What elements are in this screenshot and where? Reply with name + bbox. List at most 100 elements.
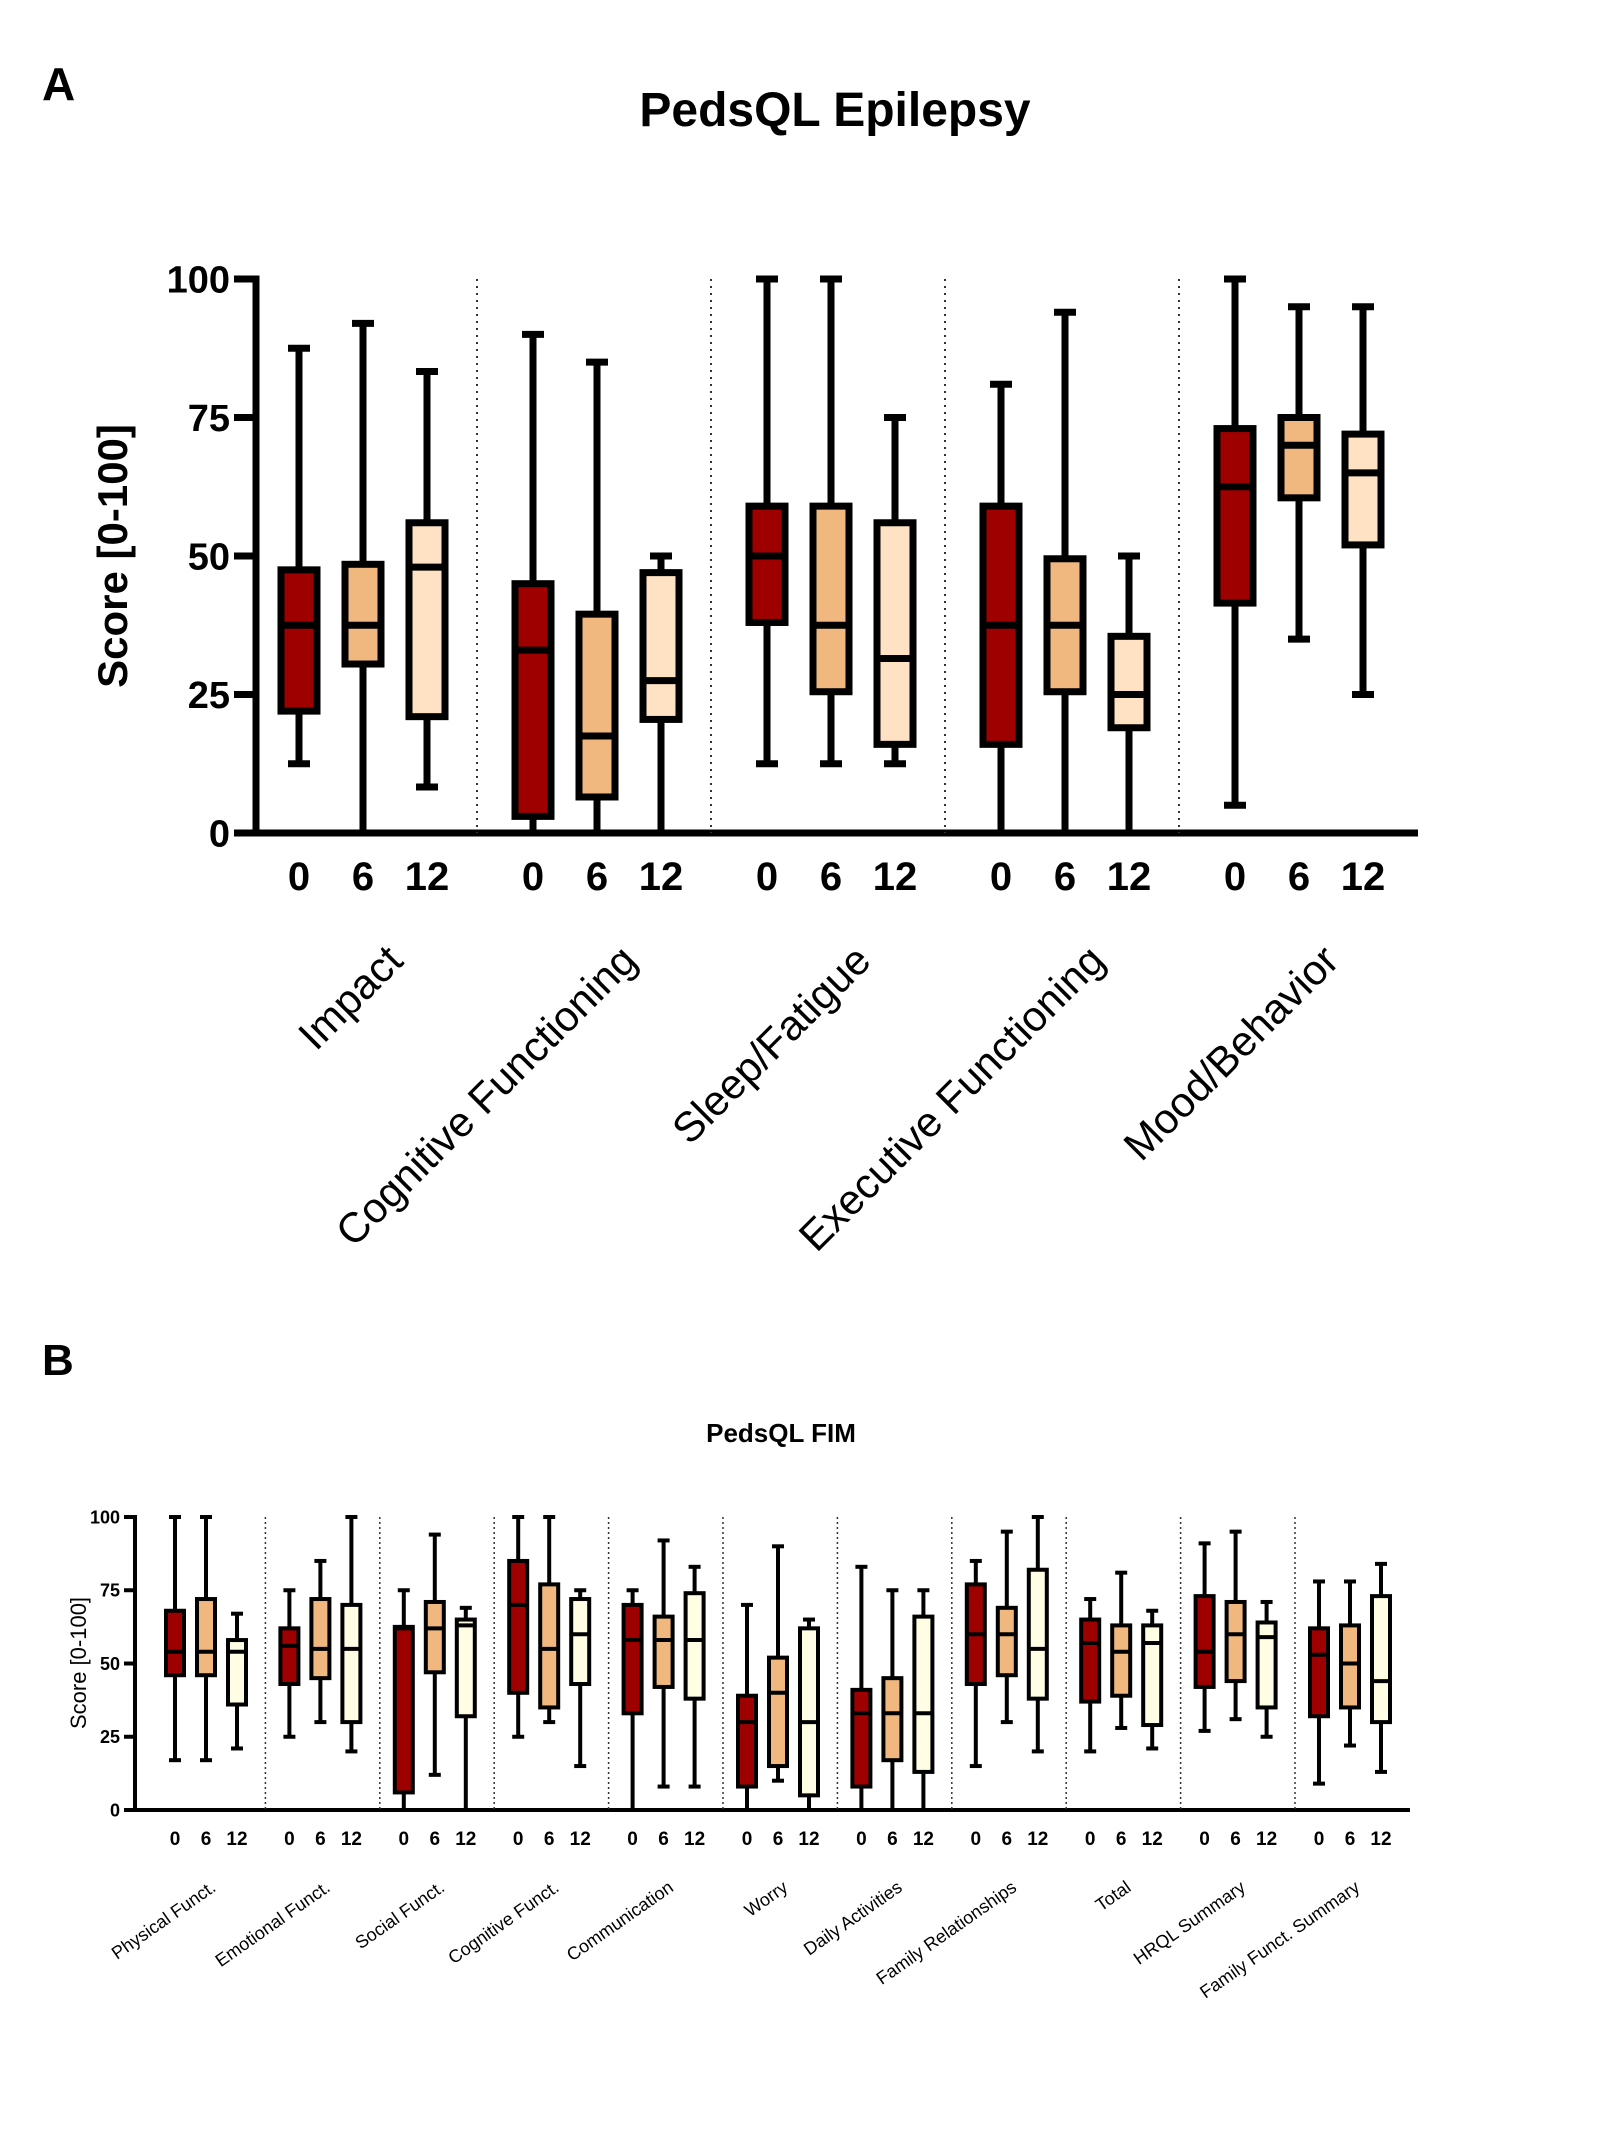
box-iqr xyxy=(511,580,555,820)
box-iqr xyxy=(1110,1623,1133,1698)
box-plot xyxy=(392,1588,415,1812)
box-plot xyxy=(1370,1561,1392,1774)
timepoint-label: 12 xyxy=(405,855,450,899)
timepoint-label: 12 xyxy=(684,1829,705,1850)
box-iqr xyxy=(1141,1623,1164,1728)
timepoint-label: 12 xyxy=(913,1829,934,1850)
y-tick-label: 50 xyxy=(100,1654,120,1674)
category-label: Physical Funct. xyxy=(108,1877,219,1963)
box-iqr xyxy=(639,569,683,723)
timepoint-label: 6 xyxy=(773,1829,784,1850)
timepoint-label: 6 xyxy=(315,1829,326,1850)
timepoint-label: 0 xyxy=(856,1829,867,1850)
y-tick-label: 100 xyxy=(90,1507,120,1527)
timepoint-label: 0 xyxy=(170,1829,181,1850)
box-iqr xyxy=(1213,425,1257,607)
box-iqr xyxy=(767,1655,789,1769)
timepoint-label: 6 xyxy=(201,1829,212,1850)
box-plot xyxy=(405,368,449,791)
timepoint-label: 6 xyxy=(887,1829,898,1850)
box-iqr xyxy=(809,502,853,696)
box-iqr xyxy=(1341,430,1385,549)
box-iqr xyxy=(1370,1594,1392,1725)
timepoint-label: 6 xyxy=(1230,1829,1241,1850)
box-plot xyxy=(621,1588,644,1812)
timepoint-label: 6 xyxy=(1345,1829,1356,1850)
box-iqr xyxy=(881,1676,904,1763)
timepoint-label: 6 xyxy=(544,1829,555,1850)
box-iqr xyxy=(873,519,917,748)
category-label: Social Funct. xyxy=(351,1877,448,1953)
box-plot xyxy=(1224,1529,1247,1722)
box-plot xyxy=(1277,303,1321,643)
box-plot xyxy=(1193,1541,1216,1733)
box-iqr xyxy=(912,1614,935,1774)
box-iqr xyxy=(340,1602,363,1725)
timepoint-label: 12 xyxy=(1370,1829,1391,1850)
box-iqr xyxy=(798,1626,820,1798)
timepoint-label: 0 xyxy=(399,1829,410,1850)
box-iqr xyxy=(507,1558,530,1695)
box-plot xyxy=(1079,1597,1102,1754)
box-plot xyxy=(736,1602,758,1812)
box-plot xyxy=(809,275,853,768)
timepoint-label: 12 xyxy=(1256,1829,1277,1850)
category-label: Worry xyxy=(741,1877,792,1921)
box-plot xyxy=(277,344,321,768)
timepoint-label: 0 xyxy=(971,1829,982,1850)
box-iqr xyxy=(164,1608,186,1678)
box-plot xyxy=(1213,275,1257,809)
box-plot xyxy=(423,1532,446,1777)
category-label: Impact xyxy=(289,936,412,1059)
timepoint-label: 0 xyxy=(288,855,310,899)
box-plot xyxy=(652,1538,675,1789)
timepoint-label: 0 xyxy=(522,855,544,899)
box-plot xyxy=(1107,552,1151,837)
box-iqr xyxy=(454,1617,477,1719)
timepoint-label: 0 xyxy=(990,855,1012,899)
box-iqr xyxy=(278,1626,301,1687)
box-iqr xyxy=(1308,1626,1330,1719)
box-plot xyxy=(1043,308,1087,837)
panel-b-label: B xyxy=(42,1336,74,1385)
timepoint-label: 12 xyxy=(1142,1829,1163,1850)
box-plot xyxy=(511,330,555,837)
timepoint-label: 0 xyxy=(627,1829,638,1850)
timepoint-label: 12 xyxy=(798,1829,819,1850)
category-label: Communication xyxy=(563,1877,677,1965)
box-plot xyxy=(195,1515,217,1763)
box-plot xyxy=(912,1588,935,1812)
box-iqr xyxy=(995,1605,1018,1678)
box-iqr xyxy=(1026,1567,1049,1701)
timepoint-label: 12 xyxy=(455,1829,476,1850)
box-iqr xyxy=(621,1602,644,1716)
box-plot xyxy=(454,1605,477,1812)
box-plot xyxy=(1255,1599,1278,1739)
timepoint-label: 0 xyxy=(1085,1829,1096,1850)
y-tick-label: 50 xyxy=(188,537,230,579)
box-iqr xyxy=(226,1638,248,1707)
box-plot xyxy=(881,1588,904,1812)
box-plot xyxy=(1339,1579,1361,1748)
timepoint-label: 6 xyxy=(352,855,374,899)
box-plot xyxy=(964,1558,987,1769)
category-label: HRQL Summary xyxy=(1130,1877,1249,1969)
box-plot xyxy=(1026,1515,1049,1754)
box-plot xyxy=(538,1515,561,1725)
category-label: Sleep/Fatigue xyxy=(663,936,880,1153)
box-iqr xyxy=(341,560,385,668)
box-plot xyxy=(309,1558,332,1725)
box-plot xyxy=(995,1529,1018,1725)
y-tick-label: 25 xyxy=(100,1727,120,1747)
y-tick-label: 0 xyxy=(110,1800,120,1820)
timepoint-label: 6 xyxy=(586,855,608,899)
timepoint-label: 6 xyxy=(1288,855,1310,899)
box-plot xyxy=(639,552,683,837)
box-iqr xyxy=(423,1599,446,1675)
timepoint-label: 6 xyxy=(820,855,842,899)
panel-a-label: A xyxy=(42,58,75,110)
timepoint-label: 6 xyxy=(430,1829,441,1850)
timepoint-label: 0 xyxy=(284,1829,295,1850)
box-iqr xyxy=(538,1582,561,1710)
